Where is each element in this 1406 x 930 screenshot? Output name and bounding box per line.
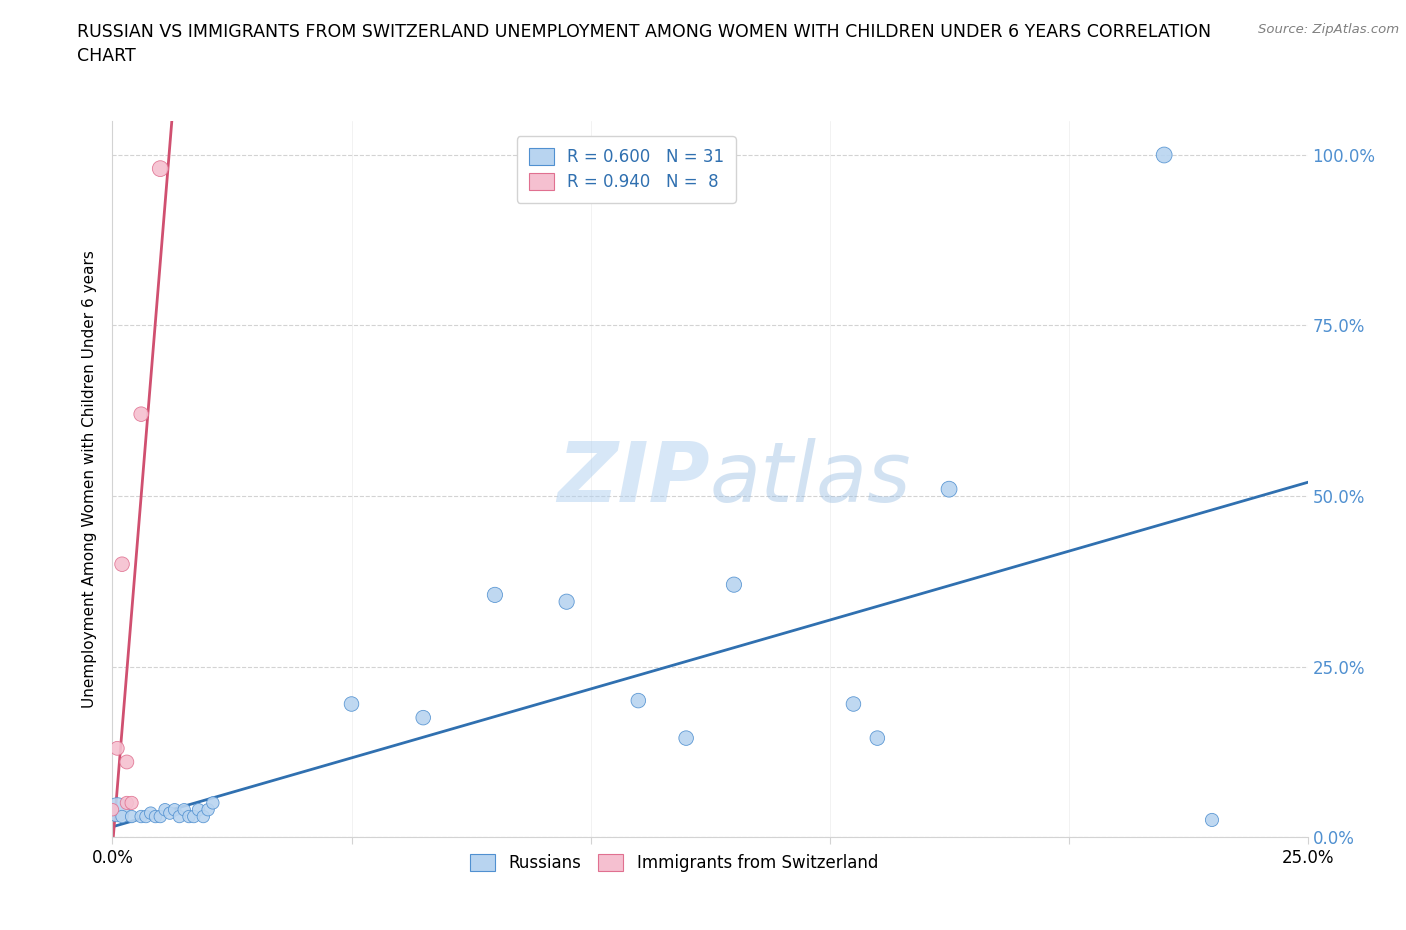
Point — [111, 557, 134, 572]
Point — [555, 594, 578, 609]
Point — [105, 803, 128, 817]
Point — [121, 795, 143, 810]
Text: Source: ZipAtlas.com: Source: ZipAtlas.com — [1258, 23, 1399, 36]
Point — [135, 809, 157, 824]
Point — [201, 795, 224, 810]
Point — [153, 803, 176, 817]
Y-axis label: Unemployment Among Women with Children Under 6 years: Unemployment Among Women with Children U… — [82, 250, 97, 708]
Point — [197, 803, 219, 817]
Point — [1201, 813, 1223, 828]
Text: ZIP: ZIP — [557, 438, 710, 520]
Point — [1153, 148, 1175, 163]
Point — [129, 809, 152, 824]
Point — [675, 731, 697, 746]
Point — [177, 809, 200, 824]
Point — [187, 803, 209, 817]
Point — [193, 809, 215, 824]
Point — [183, 809, 205, 824]
Point — [139, 805, 162, 820]
Point — [866, 731, 889, 746]
Point — [169, 809, 191, 824]
Point — [115, 795, 138, 810]
Point — [173, 803, 195, 817]
Point — [842, 697, 865, 711]
Legend: Russians, Immigrants from Switzerland: Russians, Immigrants from Switzerland — [464, 847, 884, 879]
Point — [121, 809, 143, 824]
Point — [149, 161, 172, 176]
Text: RUSSIAN VS IMMIGRANTS FROM SWITZERLAND UNEMPLOYMENT AMONG WOMEN WITH CHILDREN UN: RUSSIAN VS IMMIGRANTS FROM SWITZERLAND U… — [77, 23, 1212, 65]
Point — [111, 809, 134, 824]
Point — [723, 578, 745, 592]
Point — [627, 693, 650, 708]
Text: atlas: atlas — [710, 438, 911, 520]
Point — [105, 741, 128, 756]
Point — [484, 588, 506, 603]
Point — [149, 809, 172, 824]
Point — [938, 482, 960, 497]
Point — [129, 406, 152, 421]
Point — [159, 805, 181, 820]
Point — [115, 754, 138, 769]
Point — [412, 711, 434, 725]
Point — [340, 697, 363, 711]
Point — [163, 803, 186, 817]
Point — [145, 809, 167, 824]
Point — [101, 803, 124, 817]
